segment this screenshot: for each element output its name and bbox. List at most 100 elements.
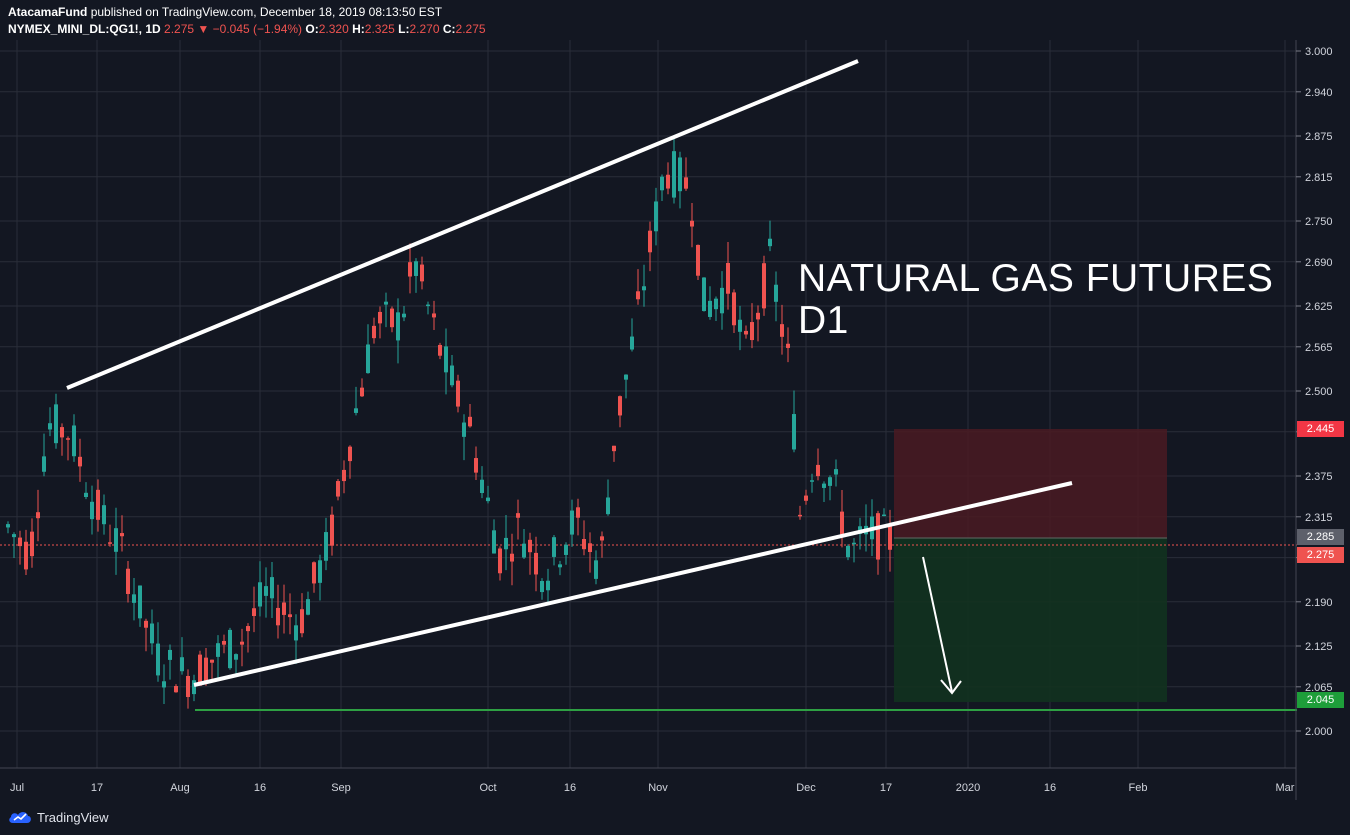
annotation-line-1: NATURAL GAS FUTURES — [798, 257, 1274, 300]
candle — [822, 481, 826, 502]
price-axis[interactable]: 3.000 2.940 2.875 2.815 2.750 2.690 2.625 2.565… — [1296, 46, 1333, 738]
candle — [360, 378, 364, 398]
candle — [438, 342, 442, 360]
stop-price-tag: 2.445 — [1297, 421, 1344, 437]
candle — [420, 256, 424, 290]
candle — [480, 466, 484, 499]
candle — [744, 325, 748, 339]
candle — [546, 568, 550, 603]
candle — [204, 648, 208, 686]
candle — [228, 627, 232, 670]
candle — [42, 433, 46, 477]
candle — [708, 286, 712, 320]
candle — [450, 355, 454, 388]
candle — [36, 489, 40, 542]
time-tick-label: Nov — [648, 782, 668, 794]
time-axis[interactable]: Jul 17 Aug 16 Sep Oct 16 Nov Dec 17 2020 16 Feb Mar — [10, 782, 1295, 794]
time-tick-label: 17 — [91, 782, 103, 794]
price-tick-label: 2.750 — [1305, 216, 1333, 228]
candle — [690, 202, 694, 248]
candle — [126, 561, 130, 603]
upper-trendline — [66, 59, 859, 390]
candle — [468, 403, 472, 428]
chart-pane[interactable]: 3.000 2.940 2.875 2.815 2.750 2.690 2.625 2.565… — [0, 40, 1350, 800]
candle — [330, 506, 334, 556]
candle — [108, 524, 112, 547]
candle — [114, 507, 118, 575]
candle — [66, 436, 70, 461]
high-value: 2.325 — [364, 22, 395, 36]
candle — [162, 664, 166, 705]
candle — [48, 407, 52, 437]
down-arrow-annotation — [922, 556, 962, 695]
price-tick-label: 2.000 — [1305, 726, 1333, 738]
stop-loss-zone — [894, 429, 1167, 539]
candle — [270, 562, 274, 619]
tradingview-logo[interactable]: TradingView — [8, 809, 109, 825]
candle — [402, 306, 406, 322]
candle — [156, 622, 160, 682]
candle — [636, 269, 640, 305]
candle — [666, 162, 670, 195]
candle — [486, 485, 490, 504]
time-tick-label: Oct — [479, 782, 496, 794]
candle — [834, 459, 838, 487]
candle — [504, 515, 508, 571]
time-tick-label: 16 — [564, 782, 576, 794]
candle — [342, 460, 346, 494]
candle — [612, 445, 616, 462]
price-tick-label: 2.375 — [1305, 471, 1333, 483]
candle — [594, 550, 598, 585]
candle — [288, 593, 292, 635]
time-tick-label: 17 — [880, 782, 892, 794]
author-name[interactable]: AtacamaFund — [8, 5, 88, 19]
candle — [396, 298, 400, 364]
price-tick-label: 2.315 — [1305, 512, 1333, 524]
time-tick-label: Mar — [1276, 782, 1295, 794]
candle — [606, 479, 610, 516]
publish-info: AtacamaFund published on TradingView.com… — [8, 5, 442, 19]
candle — [852, 538, 856, 563]
candle — [888, 509, 892, 572]
candle — [78, 438, 82, 482]
candle — [498, 546, 502, 581]
candle — [378, 306, 382, 339]
high-label: H: — [352, 22, 365, 36]
time-tick-label: Jul — [10, 782, 24, 794]
candle — [654, 187, 658, 246]
candle — [324, 517, 328, 571]
candle — [828, 475, 832, 501]
brand-label: TradingView — [37, 809, 109, 825]
candle — [582, 520, 586, 556]
ohlc-legend: NYMEX_MINI_DL:QG1!, 1D 2.275 ▼ −0.045 (−… — [8, 22, 486, 36]
time-tick-label: 16 — [254, 782, 266, 794]
candle — [408, 243, 412, 294]
candle — [84, 482, 88, 500]
candle — [444, 328, 448, 395]
candle — [846, 544, 850, 561]
candle — [432, 300, 436, 330]
candle — [90, 485, 94, 535]
candle — [192, 674, 196, 702]
candle — [174, 684, 178, 693]
candle — [750, 303, 754, 349]
candle — [18, 530, 22, 565]
chart-canvas[interactable]: 3.000 2.940 2.875 2.815 2.750 2.690 2.625 2.565… — [0, 40, 1350, 800]
candle — [714, 296, 718, 321]
candle — [60, 423, 64, 456]
candle — [6, 521, 10, 534]
candle — [54, 393, 58, 449]
time-tick-label: 2020 — [956, 782, 980, 794]
candle — [528, 532, 532, 575]
chart-footer: TradingView — [0, 800, 1350, 835]
candle — [294, 614, 298, 665]
candle — [588, 532, 592, 573]
symbol-label[interactable]: NYMEX_MINI_DL:QG1!, 1D — [8, 22, 161, 36]
time-tick-label: Sep — [331, 782, 351, 794]
candle — [684, 157, 688, 191]
candle — [516, 499, 520, 540]
candle — [624, 374, 628, 399]
candle — [510, 533, 514, 586]
candle — [738, 305, 742, 351]
candle — [768, 220, 772, 252]
